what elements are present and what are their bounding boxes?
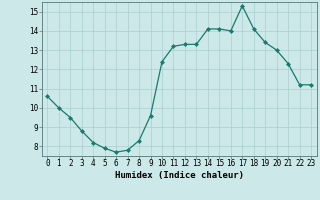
X-axis label: Humidex (Indice chaleur): Humidex (Indice chaleur) xyxy=(115,171,244,180)
